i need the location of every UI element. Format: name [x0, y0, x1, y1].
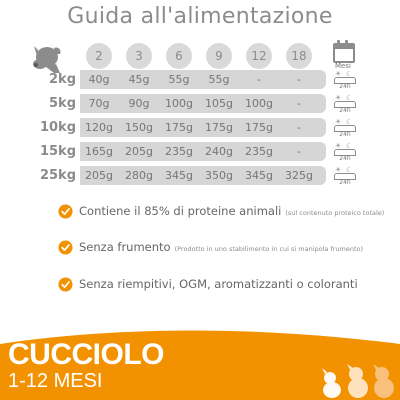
- table-cell: 345g: [165, 169, 193, 182]
- month-header: 12: [246, 43, 272, 69]
- clock-arc-icon: [334, 173, 356, 180]
- table-row: 165g 205g 235g 240g 235g -: [80, 142, 326, 161]
- clock-arc-icon: [334, 77, 356, 84]
- sun-icon: ☀: [335, 118, 342, 126]
- table-cell: 235g: [245, 145, 273, 158]
- table-cell: 350g: [205, 169, 233, 182]
- table-cell: 45g: [128, 73, 150, 86]
- feature-label: Senza riempitivi, OGM, aromatizzanti o c…: [79, 277, 358, 291]
- page-title: Guida all'alimentazione: [67, 4, 333, 29]
- feature-text: Senza riempitivi, OGM, aromatizzanti o c…: [79, 277, 358, 291]
- table-row: 70g 90g 100g 105g 100g -: [80, 94, 326, 113]
- weight-label-text: 10kg: [39, 120, 76, 135]
- sun-moon-24h-icon: ☀ ☾ 24h: [334, 141, 356, 162]
- weight-label: 15kg: [4, 142, 78, 162]
- weight-label: 5kg: [4, 94, 78, 114]
- frequency-label: 24h: [339, 131, 351, 138]
- frequency-label: 24h: [339, 179, 351, 186]
- table-cell: 100g: [165, 97, 193, 110]
- month-header: 2: [86, 43, 112, 69]
- check-icon: [58, 277, 73, 292]
- frequency-label: 24h: [339, 107, 351, 114]
- table-cell: -: [297, 97, 301, 110]
- table-cell: -: [257, 73, 261, 86]
- table-row: 205g 280g 345g 350g 345g 325g: [80, 166, 326, 185]
- product-stage-title: CUCCIOLO: [8, 338, 165, 371]
- weight-label-text: 25kg: [39, 168, 76, 183]
- table-cell: 205g: [85, 169, 113, 182]
- puppies-icon: [322, 364, 394, 398]
- feature-text: Contiene il 85% di proteine animali (sul …: [79, 204, 384, 218]
- table-cell: 345g: [245, 169, 273, 182]
- table-cell: 165g: [85, 145, 113, 158]
- table-cell: 175g: [165, 121, 193, 134]
- table-row: 120g 150g 175g 175g 175g -: [80, 118, 326, 137]
- month-header: 9: [206, 43, 232, 69]
- feature-label: Contiene il 85% di proteine animali: [79, 204, 282, 218]
- product-age-range: 1-12 MESI: [8, 370, 103, 392]
- table-cell: 205g: [125, 145, 153, 158]
- sun-moon-24h-icon: ☀ ☾ 24h: [334, 117, 356, 138]
- table-row: 40g 45g 55g 55g - -: [80, 70, 326, 89]
- moon-icon: ☾: [346, 70, 353, 78]
- feature-note: (sul contenuto proteico totale): [285, 209, 385, 217]
- feature-note: (Prodotto in uno stabilimento in cui si …: [174, 245, 364, 253]
- month-header: 6: [166, 43, 192, 69]
- moon-icon: ☾: [346, 94, 353, 102]
- sun-icon: ☀: [335, 142, 342, 150]
- footer-band: [0, 330, 400, 400]
- table-cell: 70g: [88, 97, 110, 110]
- table-cell: 100g: [245, 97, 273, 110]
- table-cell: 325g: [285, 169, 313, 182]
- sun-moon-24h-icon: ☀ ☾ 24h: [334, 69, 356, 90]
- check-icon: [58, 204, 73, 219]
- sun-icon: ☀: [335, 166, 342, 174]
- feature-text: Senza frumento (Prodotto in uno stabilime…: [79, 240, 363, 254]
- month-header: 18: [286, 43, 312, 69]
- moon-icon: ☾: [346, 142, 353, 150]
- frequency-label: 24h: [339, 83, 351, 90]
- feature-label: Senza frumento: [79, 240, 171, 254]
- table-cell: 90g: [128, 97, 150, 110]
- frequency-label: 24h: [339, 155, 351, 162]
- sun-moon-24h-icon: ☀ ☾ 24h: [334, 93, 356, 114]
- table-cell: 55g: [208, 73, 230, 86]
- table-cell: -: [297, 145, 301, 158]
- table-cell: 40g: [88, 73, 110, 86]
- weight-label-text: 15kg: [39, 144, 76, 159]
- sun-icon: ☀: [335, 70, 342, 78]
- table-cell: 105g: [205, 97, 233, 110]
- moon-icon: ☾: [346, 118, 353, 126]
- weight-label-text: 2kg: [49, 72, 76, 87]
- sun-moon-24h-icon: ☀ ☾ 24h: [334, 165, 356, 186]
- table-cell: 150g: [125, 121, 153, 134]
- month-header: 3: [126, 43, 152, 69]
- weight-label: 10kg: [4, 118, 78, 138]
- calendar-icon: Mesi: [332, 40, 355, 72]
- table-cell: 55g: [168, 73, 190, 86]
- check-icon: [58, 240, 73, 255]
- table-cell: 175g: [245, 121, 273, 134]
- weight-label-text: 5kg: [49, 96, 76, 111]
- clock-arc-icon: [334, 149, 356, 156]
- weight-label: 25kg: [4, 166, 78, 186]
- clock-arc-icon: [334, 101, 356, 108]
- table-cell: 240g: [205, 145, 233, 158]
- sun-icon: ☀: [335, 94, 342, 102]
- table-cell: 235g: [165, 145, 193, 158]
- clock-arc-icon: [334, 125, 356, 132]
- weight-label: 2kg: [4, 70, 78, 90]
- moon-icon: ☾: [346, 166, 353, 174]
- table-cell: 120g: [85, 121, 113, 134]
- calendar-label: Mesi: [335, 62, 351, 70]
- dog-head-icon: [33, 46, 61, 73]
- table-cell: -: [297, 73, 301, 86]
- table-cell: 280g: [125, 169, 153, 182]
- table-cell: 175g: [205, 121, 233, 134]
- table-cell: -: [297, 121, 301, 134]
